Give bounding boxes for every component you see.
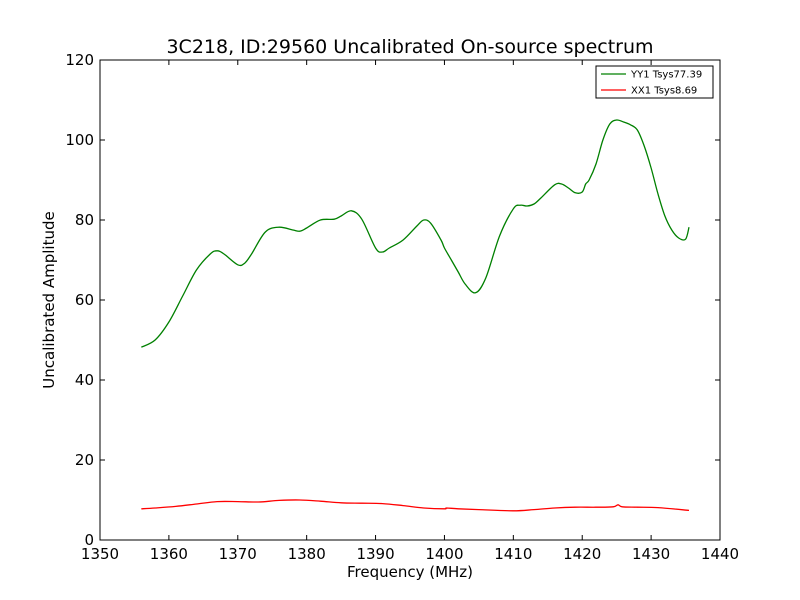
y-tick-label: 0: [84, 531, 94, 549]
x-tick-label: 1380: [288, 545, 326, 563]
legend-label-1: YY1 Tsys77.39: [630, 70, 702, 81]
y-tick-label: 40: [75, 371, 94, 389]
y-tick-label: 80: [75, 211, 94, 229]
x-tick-label: 1370: [219, 545, 257, 563]
chart-title: 3C218, ID:29560 Uncalibrated On-source s…: [166, 36, 653, 58]
x-axis-label: Frequency (MHz): [347, 563, 473, 581]
y-axis-ticks: 0 20 40 60 80 100 120: [65, 51, 720, 549]
legend-box: [595, 65, 714, 99]
y-tick-label: 120: [65, 51, 94, 69]
x-tick-label: 1430: [632, 545, 670, 563]
legend-label-2: XX1 Tsys8.69: [631, 86, 697, 97]
axes-background: [100, 60, 720, 540]
series-line-1: [141, 119, 690, 348]
y-axis-label: Uncalibrated Amplitude: [40, 211, 58, 388]
y-tick-label: 20: [75, 451, 94, 469]
x-tick-label: 1410: [494, 545, 532, 563]
x-tick-label: 1440: [701, 545, 739, 563]
plot-area: 1350 1360 1370 1380 1390 1400 1410 1420 1430 1440…: [65, 51, 739, 563]
legend-entries: YY1 Tsys77.39 XX1 Tsys8.69: [601, 70, 702, 97]
series-layer: [141, 119, 690, 512]
x-tick-label: 1350: [81, 545, 119, 563]
x-axis-ticks: 1350 1360 1370 1380 1390 1400 1410 1420 1430 1440: [81, 60, 739, 563]
y-tick-label: 60: [75, 291, 94, 309]
legend: YY1 Tsys77.39 XX1 Tsys8.69: [595, 65, 714, 99]
series-line-2: [141, 499, 690, 512]
y-tick-label: 100: [65, 131, 94, 149]
x-tick-label: 1420: [563, 545, 601, 563]
x-tick-label: 1390: [356, 545, 394, 563]
x-tick-label: 1400: [425, 545, 463, 563]
x-tick-label: 1360: [150, 545, 188, 563]
